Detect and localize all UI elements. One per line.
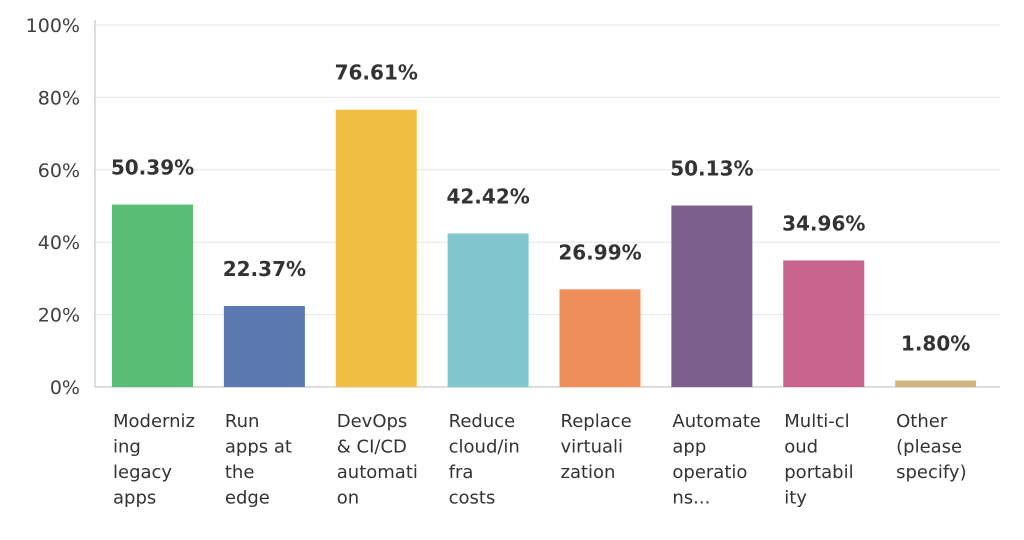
x-tick-label: Other (please specify) [896, 411, 966, 483]
data-label: 50.39% [111, 156, 194, 180]
x-tick-label-line: Other [896, 411, 948, 432]
x-tick-label-line: edge [225, 488, 270, 509]
x-tick-label-line: Reduce [449, 411, 516, 432]
data-label: 42.42% [446, 184, 529, 208]
x-tick-label-line: & CI/CD [337, 437, 407, 458]
x-tick-label: Automate app operatio ns... [672, 411, 761, 509]
x-tick-label: Reduce cloud/in fra costs [449, 411, 520, 509]
bar [895, 380, 977, 387]
x-tick-label: Run apps at the edge [225, 411, 292, 509]
y-tick-label: 60% [38, 160, 80, 182]
x-tick-label-line: operatio [672, 462, 747, 483]
x-tick-label-line: ity [784, 488, 807, 509]
x-tick-label-line: portabil [784, 462, 853, 483]
x-tick-label-line: Multi-cl [784, 411, 849, 432]
x-tick-label-line: costs [449, 488, 496, 509]
x-tick-label-line: Run [225, 411, 260, 432]
data-label: 34.96% [782, 211, 865, 235]
x-tick-label-line: (please [896, 437, 962, 458]
x-tick-label-line: Replace [561, 411, 632, 432]
bar [559, 289, 641, 387]
x-tick-label-line: DevOps [337, 411, 408, 432]
y-tick-label: 80% [38, 87, 80, 109]
bar [671, 205, 753, 387]
x-tick-label-line: virtuali [561, 437, 624, 458]
y-tick-label: 20% [38, 305, 80, 327]
data-label: 76.61% [335, 61, 418, 85]
bar [335, 109, 417, 387]
bar [783, 260, 865, 387]
x-tick-label: DevOps & CI/CD automati on [337, 411, 418, 509]
x-tick-label-line: cloud/in [449, 437, 520, 458]
x-tick-label: Multi-cl oud portabil ity [784, 411, 853, 509]
data-label: 50.13% [670, 157, 753, 181]
x-tick-label-line: Moderniz [113, 411, 195, 432]
x-tick-label-line: legacy [113, 462, 172, 483]
x-tick-label: Moderniz ing legacy apps [113, 411, 195, 509]
x-tick-label-line: apps [113, 488, 156, 509]
x-tick-label-line: ing [113, 437, 141, 458]
x-tick-label-line: oud [784, 437, 818, 458]
data-label: 1.80% [901, 331, 970, 355]
x-tick-label-line: zation [561, 462, 616, 483]
x-tick-label-line: the [225, 462, 255, 483]
x-tick-label-line: apps at [225, 437, 292, 458]
x-tick-label-line: ns... [672, 488, 710, 509]
y-tick-label: 100% [26, 15, 80, 37]
x-tick-label: Replace virtuali zation [561, 411, 632, 483]
x-tick-label-line: app [672, 437, 706, 458]
x-tick-label-line: automati [337, 462, 418, 483]
bar [447, 233, 529, 387]
bar [112, 204, 193, 387]
y-tick-label: 0% [50, 377, 80, 399]
x-tick-label-line: on [337, 488, 359, 509]
x-tick-label-line: fra [449, 462, 474, 483]
x-tick-label-line: Automate [672, 411, 761, 432]
data-label: 26.99% [558, 240, 641, 264]
bar [223, 306, 305, 387]
data-label: 22.37% [223, 257, 306, 281]
x-tick-label-line: specify) [896, 462, 966, 483]
y-tick-label: 40% [38, 232, 80, 254]
